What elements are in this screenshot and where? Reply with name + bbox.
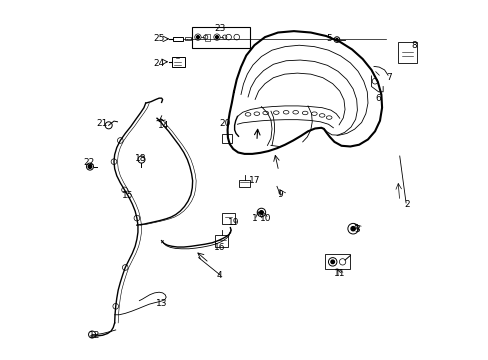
- Text: 17: 17: [249, 176, 260, 185]
- Circle shape: [88, 165, 92, 168]
- Text: 10: 10: [260, 214, 271, 223]
- Text: 25: 25: [153, 34, 164, 43]
- Bar: [324, 254, 349, 269]
- Circle shape: [330, 260, 334, 264]
- Text: 24: 24: [153, 59, 164, 68]
- Text: 15: 15: [122, 192, 134, 201]
- Text: 19: 19: [227, 218, 239, 227]
- Circle shape: [215, 36, 218, 39]
- Text: 20: 20: [219, 119, 230, 128]
- Text: 16: 16: [214, 243, 225, 252]
- Text: 5: 5: [325, 34, 331, 43]
- Circle shape: [196, 36, 199, 39]
- Text: 11: 11: [333, 269, 345, 278]
- Text: 14: 14: [157, 121, 169, 130]
- Bar: [173, 37, 183, 41]
- Text: 9: 9: [276, 190, 282, 199]
- Bar: [172, 57, 184, 67]
- Bar: [191, 27, 249, 48]
- Text: 1: 1: [252, 214, 258, 223]
- Text: 2: 2: [403, 200, 409, 209]
- Circle shape: [259, 211, 263, 214]
- Text: 22: 22: [83, 158, 94, 167]
- Text: 13: 13: [156, 299, 167, 308]
- Text: 23: 23: [214, 24, 225, 33]
- Text: 6: 6: [375, 94, 381, 103]
- Text: 21: 21: [96, 119, 107, 128]
- Text: 8: 8: [410, 41, 416, 50]
- Bar: [239, 180, 249, 187]
- Text: 3: 3: [354, 225, 360, 234]
- Bar: [222, 213, 234, 224]
- Text: 18: 18: [134, 154, 146, 163]
- Text: 12: 12: [89, 331, 100, 340]
- Bar: [185, 37, 190, 40]
- Text: 4: 4: [217, 271, 222, 280]
- Bar: [215, 235, 227, 247]
- Text: 7: 7: [386, 73, 391, 82]
- Bar: [397, 42, 416, 63]
- Bar: [221, 134, 232, 143]
- Circle shape: [350, 226, 355, 231]
- Bar: [204, 33, 210, 41]
- Circle shape: [335, 39, 337, 41]
